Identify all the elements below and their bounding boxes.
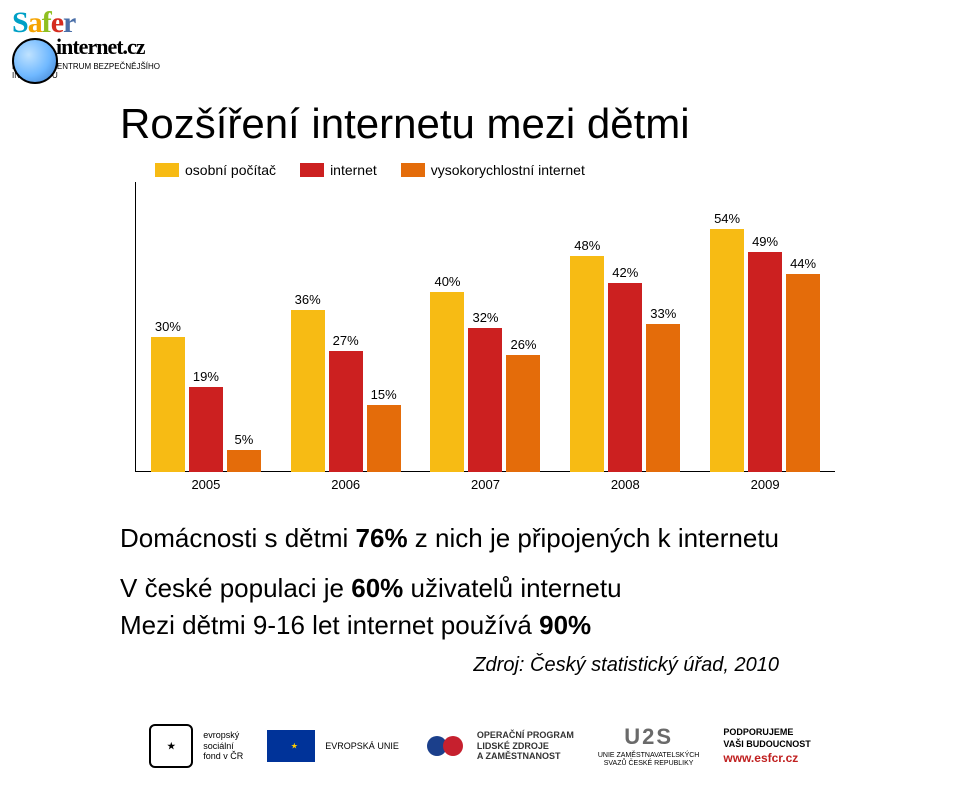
bar-label: 36%	[291, 292, 325, 307]
citation: Zdroj: Český statistický úřad, 2010	[120, 651, 779, 679]
eu-logo: EVROPSKÁ UNIE	[267, 730, 399, 762]
bar: 19%	[189, 387, 223, 473]
bar-group: 36%27%15%2006	[276, 182, 416, 472]
bar-label: 26%	[506, 337, 540, 352]
bar-label: 5%	[227, 432, 261, 447]
bar: 48%	[570, 256, 604, 472]
bar-group: 54%49%44%2009	[695, 182, 835, 472]
bar-group: 30%19%5%2005	[136, 182, 276, 472]
bar-label: 44%	[786, 256, 820, 271]
eu-flag-icon	[267, 730, 315, 762]
bar-label: 48%	[570, 238, 604, 253]
legend-label-0: osobní počítač	[185, 162, 276, 178]
x-tick-label: 2009	[695, 477, 835, 492]
footer-logos: ★ evropský sociální fond v ČR EVROPSKÁ U…	[0, 700, 960, 792]
bar-label: 30%	[151, 319, 185, 334]
x-tick-label: 2007	[416, 477, 556, 492]
bar: 49%	[748, 252, 782, 473]
bar-label: 42%	[608, 265, 642, 280]
support-logo: PODPORUJEME VAŠI BUDOUCNOST www.esfcr.cz	[723, 727, 810, 766]
op-icon	[423, 724, 467, 768]
legend-item-1: internet	[300, 162, 377, 178]
bar: 5%	[227, 450, 261, 473]
bar-label: 32%	[468, 310, 502, 325]
body-text: Domácnosti s dětmi 76% z nich je připoje…	[120, 520, 779, 679]
body-line-3: Mezi dětmi 9-16 let internet používá 90%	[120, 607, 779, 643]
esf-badge-icon: ★	[149, 724, 193, 768]
page-title: Rozšíření internetu mezi dětmi	[120, 100, 690, 148]
safer-internet-logo: Safer internet.cz NÁRODNÍ CENTRUM BEZPEČ…	[12, 6, 172, 106]
op-logo: OPERAČNÍ PROGRAM LIDSKÉ ZDROJE A ZAMĚSTN…	[423, 724, 574, 768]
x-tick-label: 2005	[136, 477, 276, 492]
legend-item-2: vysokorychlostní internet	[401, 162, 585, 178]
bar-label: 19%	[189, 369, 223, 384]
bar-label: 15%	[367, 387, 401, 402]
bar: 54%	[710, 229, 744, 472]
u2s-logo: U2S UNIE ZAMĚSTNAVATELSKÝCH SVAZŮ ČESKÉ …	[598, 724, 700, 768]
bar: 40%	[430, 292, 464, 472]
bar: 42%	[608, 283, 642, 472]
legend-label-1: internet	[330, 162, 377, 178]
bar-label: 27%	[329, 333, 363, 348]
chart-legend: osobní počítač internet vysokorychlostní…	[155, 162, 585, 178]
globe-icon	[12, 38, 58, 84]
legend-label-2: vysokorychlostní internet	[431, 162, 585, 178]
bar-label: 49%	[748, 234, 782, 249]
bar: 32%	[468, 328, 502, 472]
legend-item-0: osobní počítač	[155, 162, 276, 178]
body-line-1: Domácnosti s dětmi 76% z nich je připoje…	[120, 520, 779, 556]
bar: 27%	[329, 351, 363, 473]
x-tick-label: 2008	[555, 477, 695, 492]
bar-group: 48%42%33%2008	[555, 182, 695, 472]
bar: 26%	[506, 355, 540, 472]
x-tick-label: 2006	[276, 477, 416, 492]
bar-label: 33%	[646, 306, 680, 321]
bar-group: 40%32%26%2007	[416, 182, 556, 472]
bar-chart: 30%19%5%200536%27%15%200640%32%26%200748…	[135, 182, 835, 472]
logo-word2: internet.cz	[56, 34, 172, 60]
bar: 30%	[151, 337, 185, 472]
bar: 33%	[646, 324, 680, 473]
bar-label: 40%	[430, 274, 464, 289]
bar: 15%	[367, 405, 401, 473]
esf-logo: ★ evropský sociální fond v ČR	[149, 724, 243, 768]
bar-label: 54%	[710, 211, 744, 226]
body-line-2: V české populaci je 60% uživatelů intern…	[120, 570, 779, 606]
bar: 36%	[291, 310, 325, 472]
bar: 44%	[786, 274, 820, 472]
